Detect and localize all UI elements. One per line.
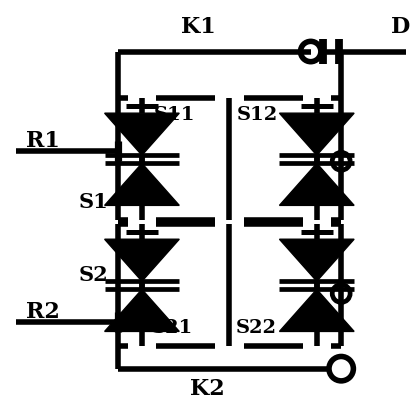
Text: K1: K1	[181, 16, 216, 38]
Polygon shape	[104, 289, 179, 331]
Text: S11: S11	[153, 106, 195, 124]
Text: S1: S1	[78, 192, 108, 212]
Polygon shape	[279, 163, 353, 205]
Text: R2: R2	[26, 301, 60, 323]
Polygon shape	[279, 113, 353, 155]
Polygon shape	[279, 289, 353, 331]
Text: R1: R1	[26, 130, 60, 152]
Polygon shape	[279, 239, 353, 281]
Text: D: D	[389, 16, 409, 38]
Text: S2: S2	[78, 265, 108, 285]
Text: S22: S22	[235, 319, 275, 337]
Text: S12: S12	[237, 106, 278, 124]
Polygon shape	[104, 163, 179, 205]
Text: K2: K2	[189, 378, 224, 400]
Polygon shape	[104, 239, 179, 281]
Text: S21: S21	[152, 319, 192, 337]
Polygon shape	[104, 113, 179, 155]
